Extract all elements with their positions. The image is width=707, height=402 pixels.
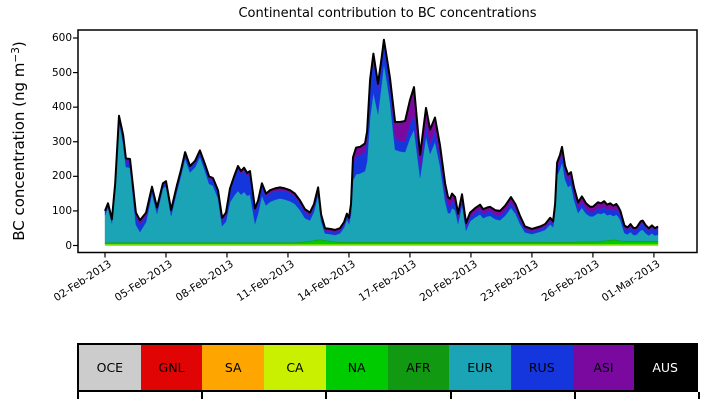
legend-item-SA: SA: [202, 345, 265, 390]
legend-label-GNL: GNL: [158, 360, 185, 375]
y-tick-label: 400: [51, 101, 72, 114]
y-tick-label: 300: [51, 135, 72, 148]
legend-label-OCE: OCE: [96, 360, 124, 375]
legend-tick-mark: [201, 392, 204, 399]
legend-item-RUS: RUS: [510, 345, 573, 390]
legend-label-AUS: AUS: [652, 360, 678, 375]
legend-item-NA: NA: [325, 345, 388, 390]
legend-label-NA: NA: [347, 360, 366, 375]
y-tick-label: 500: [51, 66, 72, 79]
legend-item-GNL: GNL: [140, 345, 203, 390]
legend-label-RUS: RUS: [528, 360, 555, 375]
total-outline: [104, 38, 659, 231]
legend-item-EUR: EUR: [449, 345, 511, 390]
legend-tick-mark: [77, 392, 79, 399]
y-tick-label: 600: [51, 32, 72, 44]
legend-item-CA: CA: [264, 345, 326, 390]
area-band-EUR: [104, 63, 659, 243]
legend-label-SA: SA: [224, 360, 242, 375]
legend-item-ASI: ASI: [572, 345, 635, 390]
y-tick-label: 100: [51, 204, 72, 217]
legend-item-OCE: OCE: [79, 345, 141, 390]
y-tick-label: 200: [51, 170, 72, 183]
legend-item-AUS: AUS: [634, 345, 697, 390]
legend-label-AFR: AFR: [406, 360, 431, 375]
legend-tick-mark: [573, 392, 576, 399]
y-tick-label: 0: [65, 239, 72, 252]
chart-title: Continental contribution to BC concentra…: [238, 6, 537, 21]
legend-tick-mark: [698, 392, 700, 399]
legend-label-EUR: EUR: [467, 360, 493, 375]
legend: OCE GNL SA CA NA AFR EUR RUS ASI AUS: [77, 343, 698, 392]
legend-item-AFR: AFR: [387, 345, 450, 390]
legend-tick-mark: [325, 392, 328, 399]
legend-tick-mark: [449, 392, 452, 399]
legend-label-CA: CA: [286, 360, 304, 375]
legend-label-ASI: ASI: [593, 360, 614, 375]
